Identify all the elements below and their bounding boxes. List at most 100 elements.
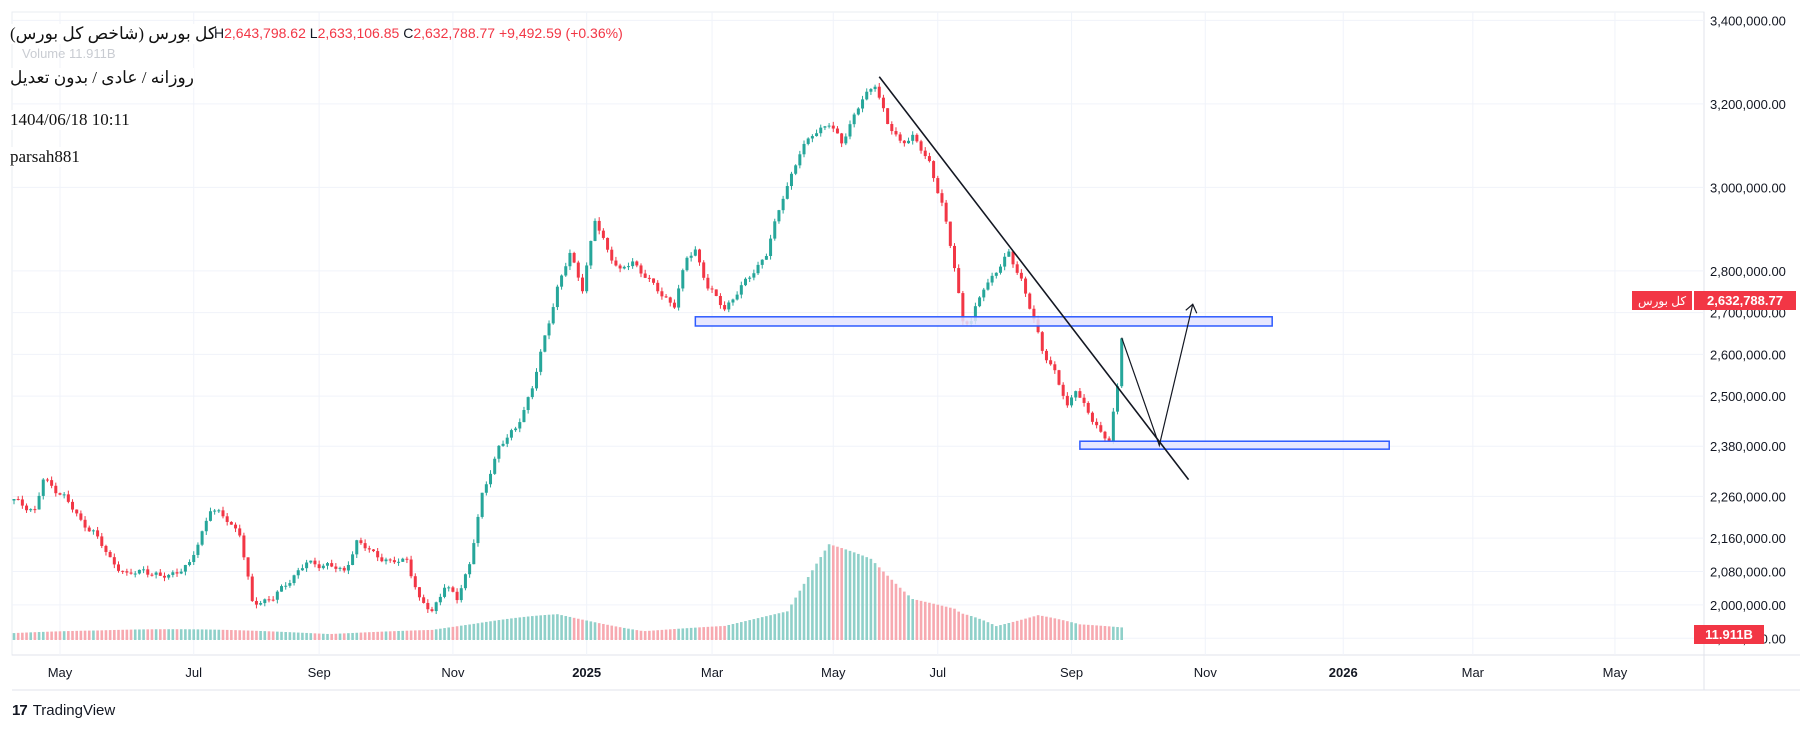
volume-bar bbox=[372, 632, 375, 640]
volume-bar bbox=[982, 620, 985, 640]
high-label: H bbox=[214, 25, 224, 41]
volume-bar bbox=[677, 629, 680, 640]
volume-bar bbox=[652, 631, 655, 640]
candle-body bbox=[748, 278, 751, 279]
candle-body bbox=[451, 587, 454, 591]
candle-body bbox=[786, 186, 789, 199]
volume-bar bbox=[251, 631, 254, 640]
volume-bar bbox=[736, 623, 739, 640]
candle-body bbox=[1074, 391, 1077, 397]
volume-bar bbox=[238, 630, 241, 640]
candle-body bbox=[84, 520, 87, 528]
candle-body bbox=[698, 250, 701, 263]
volume-bar bbox=[485, 622, 488, 640]
volume-bar bbox=[769, 615, 772, 640]
symbol-title[interactable]: کل بورس (شاخص کل بورس) bbox=[10, 24, 216, 44]
volume-bar bbox=[640, 631, 643, 640]
time-tick-label: Nov bbox=[1194, 665, 1218, 680]
candle-body bbox=[460, 588, 463, 600]
volume-bar bbox=[744, 621, 747, 640]
candle-body bbox=[130, 573, 133, 574]
candle-body bbox=[33, 509, 36, 510]
candle-body bbox=[368, 548, 371, 549]
candle-body bbox=[205, 521, 208, 531]
volume-bar bbox=[970, 616, 973, 640]
volume-bar bbox=[17, 633, 20, 640]
candle-body bbox=[431, 609, 434, 611]
support-zone bbox=[1080, 441, 1389, 449]
candle-body bbox=[890, 124, 893, 131]
candle-body bbox=[1041, 332, 1044, 351]
candle-body bbox=[982, 290, 985, 298]
candle-body bbox=[1120, 338, 1123, 386]
chart-author: parsah881 bbox=[10, 147, 80, 167]
time-tick-label: Jul bbox=[929, 665, 946, 680]
candle-body bbox=[506, 438, 509, 444]
candle-body bbox=[991, 276, 994, 283]
candle-body bbox=[468, 564, 471, 574]
volume-bar bbox=[121, 630, 124, 640]
volume-bar bbox=[381, 632, 384, 640]
volume-bar bbox=[1070, 622, 1073, 640]
volume-bar bbox=[895, 584, 898, 640]
volume-bar bbox=[431, 630, 434, 640]
candle-body bbox=[150, 575, 153, 576]
candle-body bbox=[238, 528, 241, 535]
candle-body bbox=[832, 126, 835, 129]
volume-bar bbox=[1079, 624, 1082, 640]
volume-bar bbox=[339, 634, 342, 640]
volume-bar bbox=[527, 616, 530, 640]
candle-body bbox=[656, 283, 659, 291]
candle-body bbox=[564, 266, 567, 275]
candle-body bbox=[794, 165, 797, 173]
volume-bar bbox=[418, 630, 421, 640]
volume-bar bbox=[84, 631, 87, 640]
volume-bar bbox=[109, 630, 112, 640]
candle-body bbox=[38, 496, 41, 510]
volume-bar bbox=[723, 626, 726, 640]
high-value: 2,643,798.62 bbox=[224, 25, 306, 41]
candle-body bbox=[393, 560, 396, 562]
time-tick-label: Mar bbox=[1462, 665, 1485, 680]
volume-bar bbox=[957, 612, 960, 640]
volume-bar bbox=[209, 630, 212, 640]
volume-bar bbox=[506, 619, 509, 640]
tradingview-brand[interactable]: 17 TradingView bbox=[12, 702, 115, 719]
candle-body bbox=[418, 587, 421, 597]
volume-bar bbox=[477, 623, 480, 640]
candle-body bbox=[986, 282, 989, 289]
price-chart[interactable]: 3,400,000.003,200,000.003,000,000.002,80… bbox=[0, 0, 1816, 734]
volume-bar bbox=[25, 633, 28, 640]
volume-bar bbox=[364, 632, 367, 640]
candle-body bbox=[589, 241, 592, 265]
volume-bar bbox=[991, 624, 994, 640]
candle-body bbox=[1070, 397, 1073, 405]
candle-body bbox=[1091, 413, 1094, 422]
time-tick-label: May bbox=[48, 665, 73, 680]
candle-body bbox=[577, 263, 580, 278]
candle-body bbox=[318, 564, 321, 568]
candle-body bbox=[777, 210, 780, 221]
candle-body bbox=[535, 372, 538, 388]
volume-bar bbox=[134, 630, 137, 640]
candle-body bbox=[706, 278, 709, 289]
candle-body bbox=[702, 262, 705, 277]
volume-bar bbox=[853, 552, 856, 640]
candle-body bbox=[385, 559, 388, 561]
time-tick-label: 2026 bbox=[1329, 665, 1358, 680]
volume-bar bbox=[757, 618, 760, 640]
volume-bar bbox=[523, 617, 526, 640]
last-price-value-label: 2,632,788.77 bbox=[1707, 293, 1783, 308]
volume-bar bbox=[284, 632, 287, 640]
volume-bar bbox=[1041, 616, 1044, 640]
volume-bar bbox=[606, 625, 609, 640]
candle-body bbox=[949, 222, 952, 246]
candle-body bbox=[176, 572, 179, 573]
volume-bar bbox=[184, 629, 187, 640]
candle-body bbox=[869, 89, 872, 92]
volume-bar bbox=[75, 631, 78, 640]
candle-body bbox=[426, 603, 429, 609]
candle-body bbox=[849, 124, 852, 136]
volume-bar bbox=[1112, 627, 1115, 640]
candle-body bbox=[585, 265, 588, 291]
